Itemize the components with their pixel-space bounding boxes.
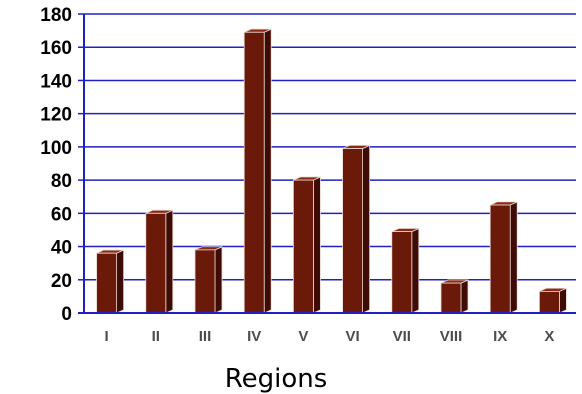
bar bbox=[145, 209, 174, 314]
bar-front bbox=[194, 249, 216, 314]
bar-front bbox=[489, 204, 511, 314]
bar-front bbox=[440, 282, 462, 314]
bar-front bbox=[391, 231, 413, 314]
bar-side bbox=[312, 176, 321, 314]
x-tick-labels: I II III IV V VI VII VIII IX X bbox=[105, 328, 555, 345]
y-tick-labels: 0 20 40 60 80 100 120 140 160 180 bbox=[40, 5, 72, 325]
x-tick-label: II bbox=[152, 328, 160, 345]
x-tick-label: IX bbox=[493, 328, 507, 345]
bar-front bbox=[96, 252, 117, 314]
bar-front bbox=[342, 148, 364, 314]
bar-front bbox=[539, 291, 560, 314]
bars bbox=[96, 28, 567, 314]
bar bbox=[342, 144, 371, 314]
x-axis-title: Regions bbox=[225, 364, 328, 394]
y-tick-label: 0 bbox=[61, 304, 72, 325]
y-tick-label: 80 bbox=[51, 171, 72, 192]
y-tick-label: 20 bbox=[51, 271, 72, 292]
bar-side bbox=[165, 209, 174, 314]
x-tick-label: IV bbox=[247, 328, 261, 345]
bar-side bbox=[411, 227, 420, 314]
axes bbox=[78, 13, 576, 314]
bar-side bbox=[116, 249, 124, 314]
y-tick-label: 120 bbox=[40, 105, 72, 126]
bar-side bbox=[263, 28, 272, 314]
x-tick-label: I bbox=[105, 328, 109, 345]
bar-front bbox=[243, 31, 265, 314]
bar-side bbox=[362, 144, 371, 314]
x-tick-label: VII bbox=[393, 328, 411, 345]
x-tick-label: III bbox=[199, 328, 212, 345]
x-tick-label: VI bbox=[346, 328, 360, 345]
y-tick-label: 40 bbox=[51, 238, 72, 259]
bar bbox=[391, 227, 420, 314]
bar bbox=[292, 176, 321, 314]
x-tick-label: X bbox=[544, 328, 554, 345]
x-tick-label: VIII bbox=[440, 328, 463, 345]
y-tick-label: 180 bbox=[40, 5, 72, 26]
bar bbox=[539, 287, 567, 314]
bar-front bbox=[292, 179, 314, 314]
bar bbox=[194, 246, 223, 314]
y-tick-label: 140 bbox=[40, 71, 72, 92]
bar-side bbox=[460, 279, 469, 314]
y-tick-label: 160 bbox=[40, 38, 72, 59]
bar bbox=[243, 28, 272, 314]
bar-side bbox=[509, 201, 518, 314]
y-tick-label: 100 bbox=[40, 138, 72, 159]
bar bbox=[489, 201, 518, 314]
bar-side bbox=[559, 287, 567, 314]
bar-front bbox=[145, 212, 167, 314]
bar-side bbox=[214, 246, 223, 314]
y-tick-label: 60 bbox=[51, 204, 72, 225]
bar bbox=[440, 279, 469, 314]
bar bbox=[96, 249, 124, 314]
x-tick-label: V bbox=[298, 328, 308, 345]
